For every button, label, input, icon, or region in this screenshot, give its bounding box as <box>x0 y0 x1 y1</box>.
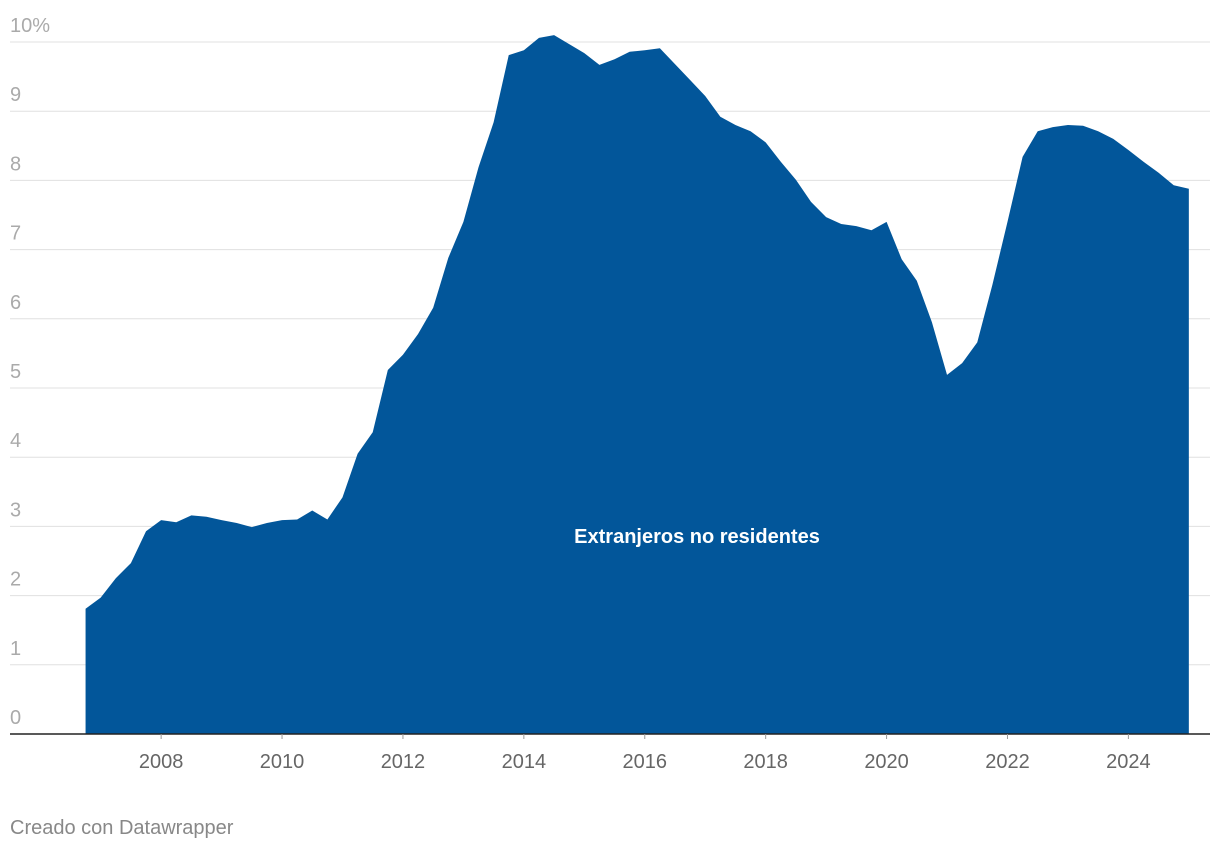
y-tick-label: 10% <box>10 15 50 37</box>
x-tick-label: 2022 <box>985 751 1030 773</box>
x-tick-label: 2024 <box>1106 751 1151 773</box>
y-tick-label: 4 <box>10 430 21 452</box>
y-tick-label: 8 <box>10 153 21 175</box>
y-tick-label: 0 <box>10 707 21 729</box>
x-tick-label: 2008 <box>139 751 184 773</box>
series-label: Extranjeros no residentes <box>574 526 820 548</box>
y-tick-label: 2 <box>10 569 21 591</box>
footer: Creado con Datawrapper <box>10 817 234 839</box>
x-tick-label: 2018 <box>743 751 788 773</box>
x-tick-label: 2016 <box>623 751 668 773</box>
y-tick-label: 3 <box>10 499 21 521</box>
y-tick-label: 9 <box>10 84 21 106</box>
y-tick-label: 6 <box>10 292 21 314</box>
x-tick-label: 2012 <box>381 751 426 773</box>
y-tick-label: 5 <box>10 361 21 383</box>
area <box>85 35 1189 734</box>
y-tick-label: 1 <box>10 638 21 660</box>
y-tick-label: 7 <box>10 223 21 245</box>
x-tick-label: 2014 <box>502 751 547 773</box>
x-tick-label: 2020 <box>864 751 909 773</box>
x-tick-label: 2010 <box>260 751 305 773</box>
